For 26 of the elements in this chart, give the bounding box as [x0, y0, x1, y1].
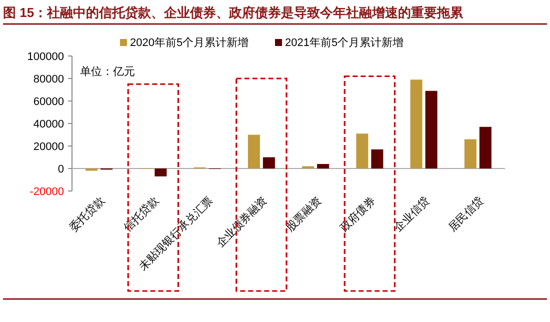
bar: [410, 80, 422, 168]
y-tick-label: 60000: [33, 96, 64, 108]
chart-title: 图 15：社融中的信托贷款、企业债券、政府债券是导致今年社融增速的重要拖累: [3, 5, 464, 20]
y-tick-label: 100000: [27, 51, 64, 63]
y-tick-label: 80000: [33, 74, 64, 86]
x-tick-label: 居民信贷: [446, 194, 486, 234]
y-tick-label: -20000: [30, 186, 64, 198]
bar: [371, 149, 384, 168]
bar: [154, 168, 167, 176]
bar: [262, 157, 275, 168]
bar: [317, 164, 330, 168]
x-tick-label: 委托贷款: [66, 194, 108, 234]
bar: [479, 126, 492, 168]
bar: [356, 134, 368, 168]
x-tick-label: 企业信贷: [392, 194, 432, 234]
y-tick-label: 0: [58, 164, 64, 176]
x-tick-label: 企业债券融资: [214, 194, 270, 250]
x-tick-label: 股票融资: [284, 194, 324, 234]
y-tick-label: 20000: [33, 141, 64, 153]
y-tick-label: 40000: [33, 118, 64, 130]
bar: [464, 139, 476, 168]
bar: [248, 134, 260, 168]
annotation: 单位：亿元: [80, 65, 135, 78]
legend-label: 2021年前5个月累计新增: [285, 36, 404, 49]
bar: [425, 90, 438, 168]
legend-label: 2020年前5个月累计新增: [130, 36, 249, 49]
